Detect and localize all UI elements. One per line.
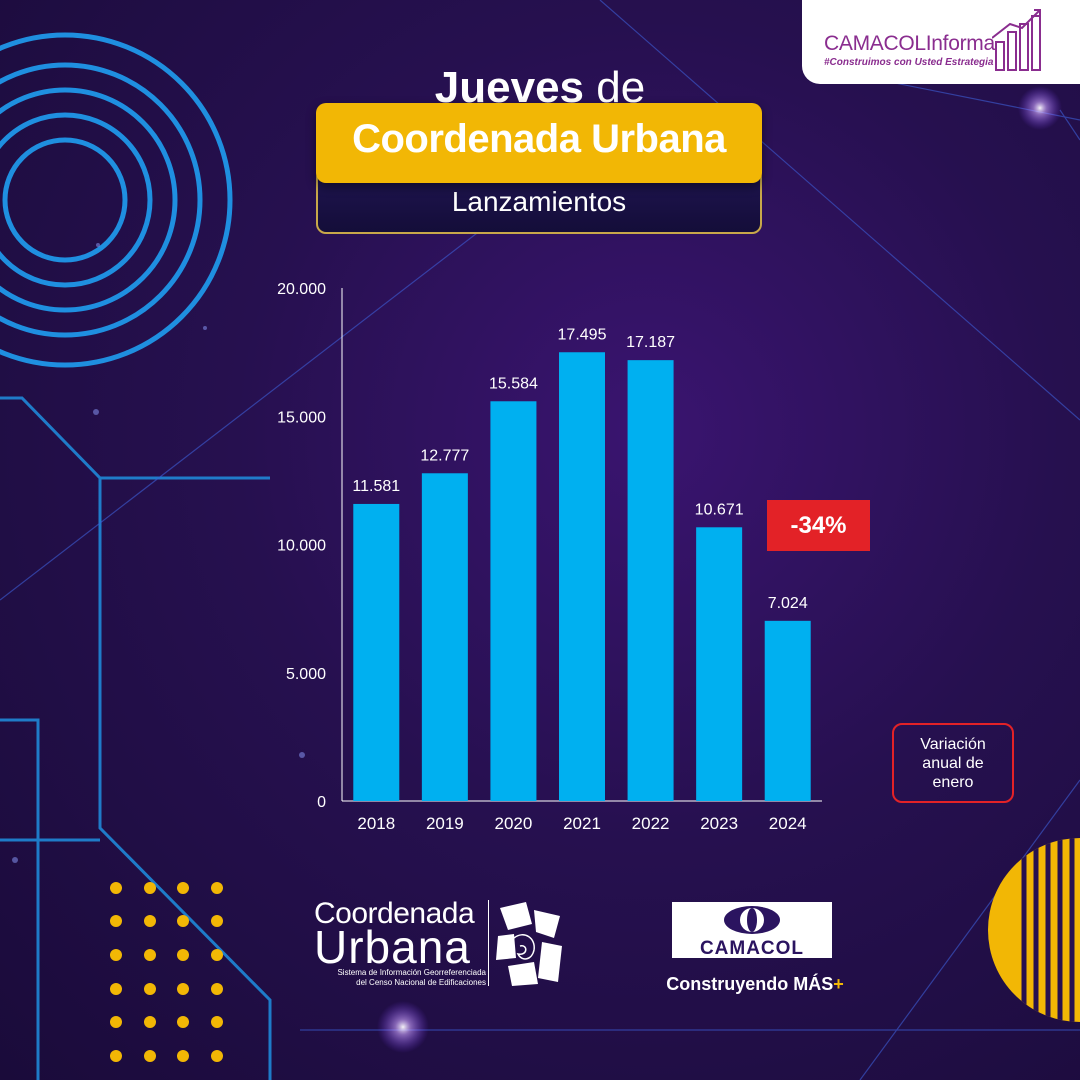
logo-word-coordenada: Coordenada	[314, 897, 475, 930]
x-tick-label: 2020	[495, 814, 533, 833]
variation-note: Variación anual de enero	[892, 723, 1014, 803]
logo-subtitle-line1: Sistema de Información Georreferenciada	[337, 968, 486, 977]
circuit-lines	[0, 396, 272, 1080]
x-tick-label: 2023	[700, 814, 738, 833]
x-tick-label: 2018	[357, 814, 395, 833]
map-puzzle-icon	[496, 902, 562, 986]
camacol-informa-badge: CAMACOLInforma #Construimos con Usted Es…	[802, 0, 1080, 84]
coordenada-urbana-logo: Coordenada Urbana Sistema de Información…	[314, 898, 574, 988]
building-chart-icon	[992, 9, 1041, 71]
subtitle: Lanzamientos	[451, 186, 627, 217]
glow-bottom	[377, 1001, 429, 1053]
camacol-emblem-icon	[724, 906, 780, 934]
variation-badge: -34%	[767, 500, 870, 551]
data-label: 17.187	[626, 334, 675, 351]
data-label: 7.024	[768, 595, 808, 612]
bar	[559, 352, 605, 801]
main-title-box	[316, 103, 762, 183]
data-label: 10.671	[695, 501, 744, 518]
bar	[696, 527, 743, 801]
data-label: 17.495	[558, 326, 607, 343]
dot-grid	[110, 882, 223, 1062]
y-tick-label: 5.000	[286, 666, 326, 683]
main-title: Coordenada Urbana	[352, 117, 726, 161]
camacol-plus: +	[833, 974, 844, 994]
y-tick-label: 10.000	[277, 538, 326, 555]
camacol-logo: CAMACOL Construyendo MÁS+	[666, 902, 844, 994]
bar	[353, 503, 400, 801]
x-tick-label: 2021	[563, 814, 601, 833]
data-label: 15.584	[489, 375, 538, 392]
logo-divider	[488, 900, 489, 986]
x-tick-label: 2022	[632, 814, 670, 833]
x-tick-label: 2024	[769, 814, 807, 833]
bar	[627, 360, 674, 801]
camacol-logo-box: CAMACOL	[672, 902, 832, 958]
camacol-wordmark: CAMACOL	[699, 938, 805, 959]
logo-subtitle-line2: del Censo Nacional de Edificaciones	[356, 978, 486, 987]
y-tick-label: 15.000	[277, 409, 326, 426]
camacol-tagline-text: Construyendo MÁS	[666, 974, 834, 994]
bar	[490, 401, 537, 801]
bar	[421, 473, 468, 801]
logo-subtitle: Sistema de Información Georreferenciada …	[314, 968, 486, 988]
brand-name: CAMACOLInforma	[824, 32, 995, 55]
glow-top-right	[1018, 86, 1062, 130]
logo-word-urbana: Urbana	[314, 921, 471, 973]
data-label: 12.777	[420, 447, 469, 464]
x-tick-label: 2019	[426, 814, 464, 833]
bar	[764, 620, 811, 801]
data-label: 11.581	[352, 478, 400, 495]
y-tick-label: 0	[317, 794, 326, 811]
brand-tagline: #Construimos con Usted Estrategia	[824, 57, 994, 68]
concentric-circles	[0, 32, 233, 368]
striped-half-circle	[988, 838, 1080, 1022]
camacol-tagline: Construyendo MÁS+	[660, 974, 850, 995]
y-tick-label: 20.000	[277, 281, 326, 298]
